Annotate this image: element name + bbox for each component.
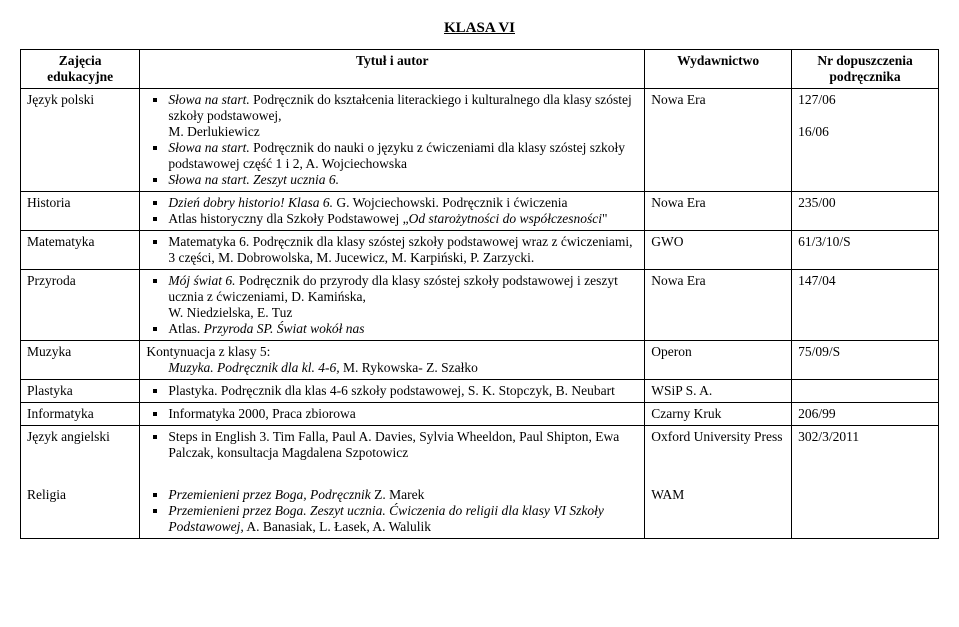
- italic-text: Słowa na start.: [168, 92, 249, 107]
- cell-subject: Religia: [21, 484, 140, 539]
- cell-approval: 206/99: [792, 403, 939, 426]
- cell-title: Informatyka 2000, Praca zbiorowa: [140, 403, 645, 426]
- italic-text: Słowa na start.: [168, 140, 249, 155]
- cell-subject: Informatyka: [21, 403, 140, 426]
- plain-text: Kontynuacja z klasy 5:: [146, 344, 270, 359]
- cell-approval: 127/06 16/06: [792, 89, 939, 192]
- header-subject: Zajęcia edukacyjne: [21, 50, 140, 89]
- cell-subject: Przyroda: [21, 270, 140, 341]
- italic-text: Dzień dobry historio! Klasa 6.: [168, 195, 333, 210]
- cell-publisher: Oxford University Press: [645, 426, 792, 465]
- table-row: Historia Dzień dobry historio! Klasa 6. …: [21, 192, 939, 231]
- plain-text: Podręcznik dla klas 4-6 szkoły podstawow…: [221, 383, 615, 398]
- table-row: Plastyka Plastyka. Podręcznik dla klas 4…: [21, 380, 939, 403]
- cell-publisher: WAM: [645, 484, 792, 539]
- spacer-row: [21, 464, 939, 484]
- table-row: Matematyka Matematyka 6. Podręcznik dla …: [21, 231, 939, 270]
- cell-publisher: WSiP S. A.: [645, 380, 792, 403]
- cell-publisher: Operon: [645, 341, 792, 380]
- cell-title: Steps in English 3. Tim Falla, Paul A. D…: [140, 426, 645, 465]
- cell-title: Kontynuacja z klasy 5: Muzyka. Podręczni…: [140, 341, 645, 380]
- cell-subject: Muzyka: [21, 341, 140, 380]
- cell-title: Słowa na start. Podręcznik do kształceni…: [140, 89, 645, 192]
- cell-subject: Historia: [21, 192, 140, 231]
- cell-title: Dzień dobry historio! Klasa 6. G. Wojcie…: [140, 192, 645, 231]
- cell-publisher: GWO: [645, 231, 792, 270]
- plain-text: A. Banasiak, L. Łasek, A. Walulik: [244, 519, 431, 534]
- table-row: Język polski Słowa na start. Podręcznik …: [21, 89, 939, 192]
- cell-approval: 61/3/10/S: [792, 231, 939, 270]
- page-title: KLASA VI: [20, 20, 939, 37]
- cell-approval: 147/04: [792, 270, 939, 341]
- header-row: Zajęcia edukacyjne Tytuł i autor Wydawni…: [21, 50, 939, 89]
- cell-subject: Język polski: [21, 89, 140, 192]
- cell-approval: 75/09/S: [792, 341, 939, 380]
- plain-text: G. Wojciechowski. Podręcznik i ćwiczenia: [333, 195, 567, 210]
- plain-text: W. Niedzielska, E. Tuz: [168, 305, 292, 320]
- cell-publisher: Czarny Kruk: [645, 403, 792, 426]
- cell-publisher: Nowa Era: [645, 192, 792, 231]
- cell-publisher: Nowa Era: [645, 270, 792, 341]
- plain-text: M. Rykowska- Z. Szałko: [340, 360, 478, 375]
- plain-text: Matematyka 6.: [168, 234, 252, 249]
- cell-publisher: Nowa Era: [645, 89, 792, 192]
- textbook-table: Zajęcia edukacyjne Tytuł i autor Wydawni…: [20, 49, 939, 539]
- cell-title: Matematyka 6. Podręcznik dla klasy szóst…: [140, 231, 645, 270]
- italic-text: Muzyka. Podręcznik dla kl. 4-6,: [168, 360, 339, 375]
- approval-num: 16/06: [798, 124, 829, 139]
- cell-approval: [792, 380, 939, 403]
- plain-text: ": [602, 211, 608, 226]
- cell-subject: Matematyka: [21, 231, 140, 270]
- table-row: Informatyka Informatyka 2000, Praca zbio…: [21, 403, 939, 426]
- cell-approval: [792, 484, 939, 539]
- cell-title: Plastyka. Podręcznik dla klas 4-6 szkoły…: [140, 380, 645, 403]
- table-row: Religia Przemienieni przez Boga, Podręcz…: [21, 484, 939, 539]
- header-publisher: Wydawnictwo: [645, 50, 792, 89]
- cell-title: Przemienieni przez Boga, Podręcznik Z. M…: [140, 484, 645, 539]
- plain-text: Informatyka 2000, Praca zbiorowa: [168, 406, 355, 421]
- header-title-author: Tytuł i autor: [140, 50, 645, 89]
- italic-text: Słowa na start. Zeszyt ucznia 6.: [168, 172, 339, 187]
- plain-text: Plastyka.: [168, 383, 221, 398]
- table-row: Muzyka Kontynuacja z klasy 5: Muzyka. Po…: [21, 341, 939, 380]
- cell-subject: Plastyka: [21, 380, 140, 403]
- table-row: Język angielski Steps in English 3. Tim …: [21, 426, 939, 465]
- italic-text: Mój świat 6.: [168, 273, 239, 288]
- plain-text: Atlas.: [168, 321, 200, 336]
- table-row: Przyroda Mój świat 6. Podręcznik do przy…: [21, 270, 939, 341]
- plain-text: M. Derlukiewicz: [168, 124, 259, 139]
- cell-title: Mój świat 6. Podręcznik do przyrody dla …: [140, 270, 645, 341]
- header-approval: Nr dopuszczenia podręcznika: [792, 50, 939, 89]
- plain-text: Atlas historyczny dla Szkoły Podstawowej…: [168, 211, 408, 226]
- italic-text: Przemienieni przez Boga, Podręcznik: [168, 487, 374, 502]
- plain-text: Steps in English 3.: [168, 429, 272, 444]
- cell-approval: 235/00: [792, 192, 939, 231]
- approval-num: 127/06: [798, 92, 836, 107]
- cell-subject: Język angielski: [21, 426, 140, 465]
- italic-text: Przyroda SP. Świat wokół nas: [200, 321, 364, 336]
- plain-text: Z. Marek: [374, 487, 424, 502]
- italic-text: Od starożytności do współczesności: [409, 211, 602, 226]
- cell-approval: 302/3/2011: [792, 426, 939, 465]
